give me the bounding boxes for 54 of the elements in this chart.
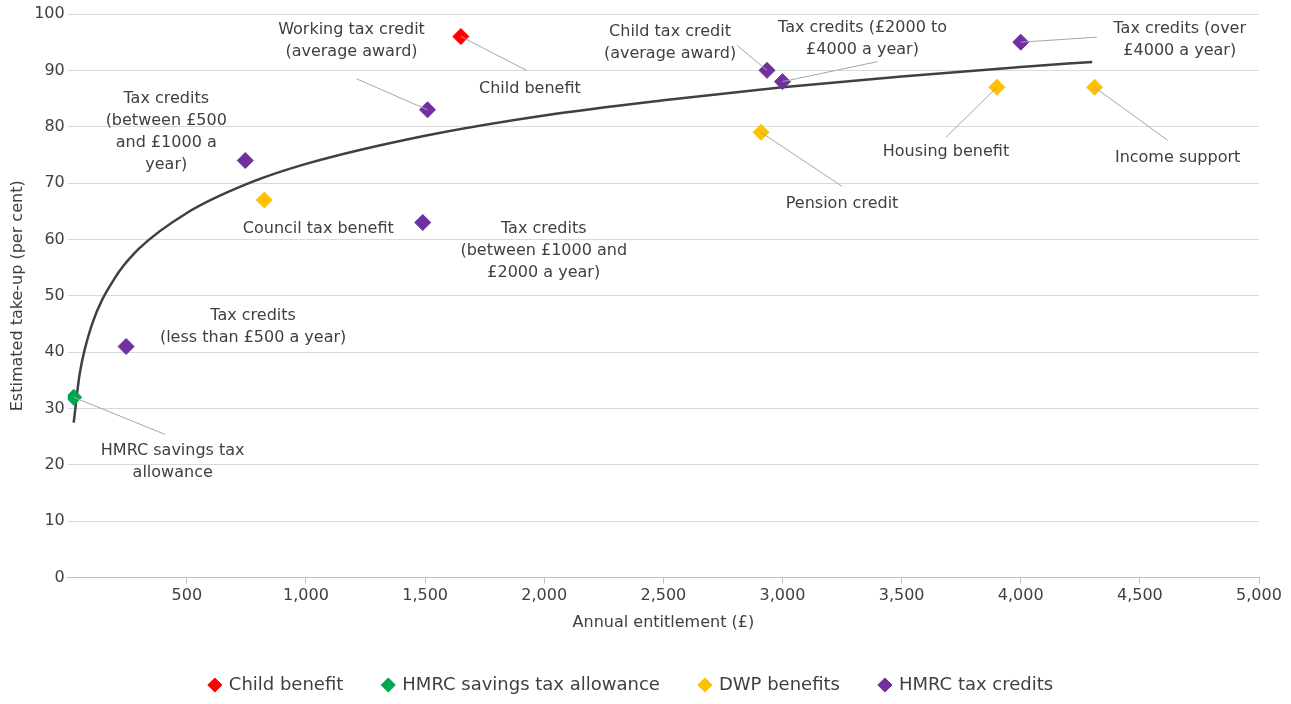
annotation: Pension credit bbox=[785, 192, 899, 212]
x-tick-label: 3,500 bbox=[878, 585, 925, 605]
y-tick-label: 40 bbox=[44, 341, 65, 361]
point bbox=[1012, 33, 1030, 51]
x-axis-title: Annual entitlement (£) bbox=[572, 611, 755, 631]
legend-label: Child benefit bbox=[228, 672, 344, 694]
x-tick-label: 5,000 bbox=[1236, 585, 1282, 605]
point bbox=[988, 78, 1006, 96]
y-tick-label: 70 bbox=[44, 172, 65, 192]
point bbox=[255, 191, 273, 209]
x-tick-label: 4,500 bbox=[1116, 585, 1163, 605]
y-tick-label: 50 bbox=[44, 284, 65, 304]
x-tick-label: 2,000 bbox=[521, 585, 568, 605]
y-tick-label: 10 bbox=[44, 510, 65, 530]
x-tick-label: 500 bbox=[171, 585, 203, 605]
point bbox=[758, 61, 776, 79]
point bbox=[67, 388, 83, 406]
point bbox=[414, 214, 432, 232]
y-tick-label: 90 bbox=[44, 59, 65, 79]
annotation: Income support bbox=[1114, 147, 1241, 167]
x-tick-label: 1,500 bbox=[402, 585, 449, 605]
point bbox=[774, 73, 791, 91]
x-tick-label: 1,000 bbox=[283, 585, 329, 605]
y-tick-label: 100 bbox=[34, 3, 65, 23]
annotation: Child benefit bbox=[478, 77, 581, 97]
y-tick-label: 60 bbox=[44, 228, 65, 248]
annotation: Tax credits (£2000 to £4000 a year) bbox=[777, 16, 947, 58]
annotation: Tax credits (between £1000 and £2000 a year) bbox=[460, 217, 628, 281]
y-axis-title: Estimated take-up (per cent) bbox=[6, 180, 26, 412]
legend-label: HMRC tax credits bbox=[898, 672, 1054, 694]
point bbox=[452, 28, 470, 46]
y-tick-label: 0 bbox=[54, 566, 65, 586]
point bbox=[419, 101, 436, 119]
annotation: Child tax credit (average award) bbox=[603, 20, 737, 62]
annotation: HMRC savings tax allowance bbox=[100, 440, 245, 482]
x-tick-label: 2,500 bbox=[640, 585, 687, 605]
point bbox=[1086, 78, 1104, 96]
y-tick-label: 80 bbox=[44, 115, 65, 135]
legend-label: DWP benefits bbox=[718, 672, 840, 694]
x-tick-label: 3,000 bbox=[759, 585, 806, 605]
point bbox=[752, 123, 770, 141]
y-tick-label: 20 bbox=[44, 454, 65, 474]
legend-label: HMRC savings tax allowance bbox=[402, 672, 660, 694]
x-tick-label: 4,000 bbox=[997, 585, 1044, 605]
point bbox=[117, 338, 135, 356]
y-tick-label: 30 bbox=[44, 397, 65, 417]
annotation: Tax credits (between £500 and £1000 a year) bbox=[105, 87, 227, 173]
annotation: Tax credits (over £4000 a year) bbox=[1112, 18, 1247, 60]
annotation: Housing benefit bbox=[882, 141, 1010, 161]
point bbox=[236, 152, 254, 170]
line-series bbox=[72, 60, 1094, 424]
annotation: Council tax benefit bbox=[242, 218, 394, 238]
annotation: Working tax credit (average award) bbox=[278, 18, 425, 60]
annotation: Tax credits (less than £500 a year) bbox=[159, 304, 347, 346]
